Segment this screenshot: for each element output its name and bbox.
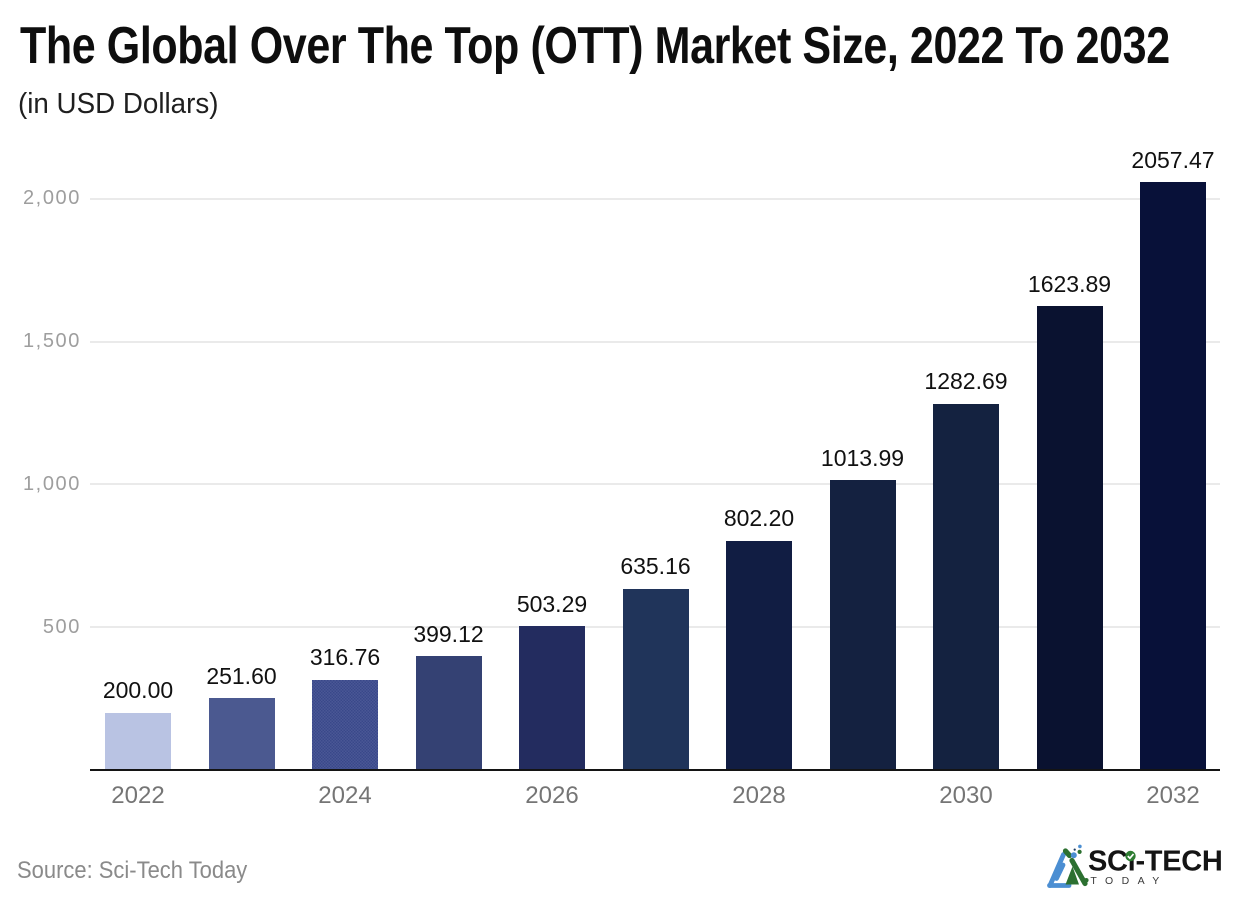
svg-text:TODAY: TODAY	[1090, 875, 1167, 887]
svg-text:SCı-TECH: SCı-TECH	[1088, 846, 1223, 878]
